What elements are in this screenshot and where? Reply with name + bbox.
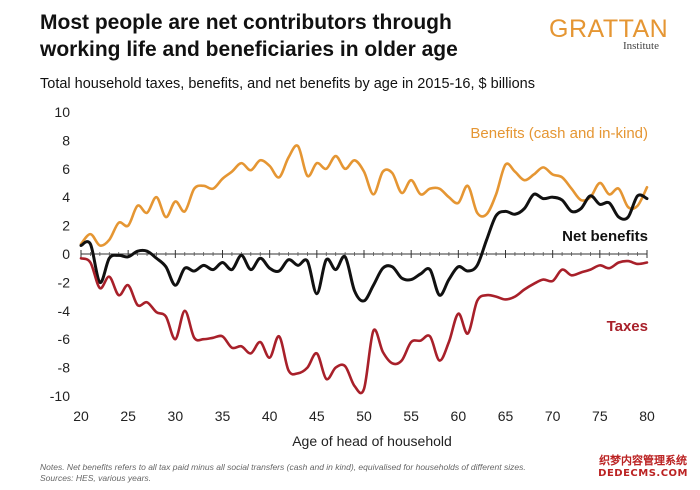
x-tick-label: 80 xyxy=(639,408,655,424)
benefits-series-label: Benefits (cash and in-kind) xyxy=(470,125,648,142)
y-tick-label: 0 xyxy=(62,246,70,262)
chart-subtitle: Total household taxes, benefits, and net… xyxy=(40,76,535,92)
sources-line: Sources: HES, various years. xyxy=(40,473,152,483)
x-tick-label: 55 xyxy=(403,408,419,424)
taxes-line xyxy=(79,256,649,395)
chart-title: Most people are net contributors through… xyxy=(40,9,510,63)
x-tick-label: 30 xyxy=(168,408,184,424)
y-tick-label: 8 xyxy=(62,132,70,148)
taxes-series-label: Taxes xyxy=(607,318,648,335)
notes-line: Notes. Net benefits refers to all tax pa… xyxy=(40,462,526,472)
y-tick-label: 6 xyxy=(62,161,70,177)
y-tick-label: -2 xyxy=(58,274,71,290)
y-tick-label: -6 xyxy=(58,331,71,347)
y-tick-label: 2 xyxy=(62,218,70,234)
net-benefits-series-label: Net benefits xyxy=(562,228,648,245)
x-tick-label: 45 xyxy=(309,408,325,424)
y-tick-label: -4 xyxy=(58,303,71,319)
watermark-text-cn: 织梦内容管理系统 xyxy=(599,454,688,467)
x-tick-label: 65 xyxy=(498,408,514,424)
logo-wordmark: GRATTAN xyxy=(549,15,669,43)
x-tick-label: 75 xyxy=(592,408,608,424)
site-watermark: 织梦内容管理系统 DEDECMS.COM xyxy=(598,452,688,479)
x-tick-label: 70 xyxy=(545,408,561,424)
chart-notes: Notes. Net benefits refers to all tax pa… xyxy=(40,462,526,484)
watermark-text-en: DEDECMS.COM xyxy=(598,468,688,479)
benefits-line xyxy=(79,144,649,247)
x-tick-label: 40 xyxy=(262,408,278,424)
x-tick-label: 50 xyxy=(356,408,372,424)
title-line-1: Most people are net contributors through xyxy=(40,11,452,34)
title-line-2: working life and beneficiaries in older … xyxy=(40,38,458,61)
x-axis-label: Age of head of household xyxy=(292,433,452,449)
x-tick-label: 25 xyxy=(120,408,136,424)
x-tick-label: 20 xyxy=(73,408,89,424)
y-tick-label: 4 xyxy=(62,189,70,205)
logo-subtext: Institute xyxy=(622,40,659,52)
y-tick-label: -10 xyxy=(50,388,70,404)
grattan-logo: GRATTAN Institute xyxy=(549,15,669,52)
x-tick-label: 60 xyxy=(451,408,467,424)
y-tick-label: -8 xyxy=(58,360,71,376)
y-tick-label: 10 xyxy=(54,104,70,120)
x-tick-label: 35 xyxy=(215,408,231,424)
net-benefits-line xyxy=(79,192,649,303)
